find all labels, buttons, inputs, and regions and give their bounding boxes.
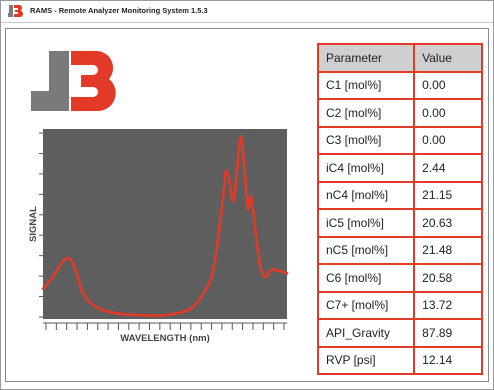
table-row: C3 [mol%] 0.00	[316, 125, 483, 155]
parameter-cell: iC5 [mol%]	[316, 208, 416, 238]
value-cell: 20.58	[413, 263, 483, 293]
value-cell: 13.72	[413, 290, 483, 320]
table-row: nC4 [mol%] 21.15	[316, 180, 483, 210]
spectrum-chart: WAVELENGTH (nm) SIGNAL	[29, 129, 289, 344]
parameter-cell: C7+ [mol%]	[316, 290, 416, 320]
value-cell: 87.89	[413, 318, 483, 348]
value-cell: 0.00	[413, 70, 483, 100]
spectrum-line	[41, 135, 289, 317]
table-row: C6 [mol%] 20.58	[316, 263, 483, 293]
value-cell: 21.48	[413, 235, 483, 265]
parameter-cell: C3 [mol%]	[316, 125, 416, 155]
parameter-cell: iC4 [mol%]	[316, 153, 416, 183]
parameter-cell: C6 [mol%]	[316, 263, 416, 293]
title-bar: RAMS - Remote Analyzer Monitoring System…	[1, 1, 493, 23]
value-cell: 20.63	[413, 208, 483, 238]
table-row: C1 [mol%] 0.00	[316, 70, 483, 100]
y-axis-label: SIGNAL	[29, 206, 39, 242]
window-title: RAMS - Remote Analyzer Monitoring System…	[30, 6, 208, 15]
table-row: C7+ [mol%] 13.72	[316, 290, 483, 320]
parameter-cell: RVP [psi]	[316, 345, 416, 375]
table-header-row: Parameter Value	[316, 43, 483, 73]
parameter-table: Parameter Value C1 [mol%] 0.00 C2 [mol%] 0…	[316, 43, 483, 375]
column-header-parameter: Parameter	[316, 43, 416, 73]
table-row: API_Gravity 87.89	[316, 318, 483, 348]
j3-logo	[31, 51, 116, 112]
column-header-value: Value	[413, 43, 483, 73]
parameter-cell: nC5 [mol%]	[316, 235, 416, 265]
table-row: nC5 [mol%] 21.48	[316, 235, 483, 265]
value-cell: 0.00	[413, 125, 483, 155]
value-cell: 2.44	[413, 153, 483, 183]
table-row: RVP [psi] 12.14	[316, 345, 483, 375]
parameter-cell: API_Gravity	[316, 318, 416, 348]
value-cell: 12.14	[413, 345, 483, 375]
x-axis-label: WAVELENGTH (nm)	[120, 333, 210, 344]
plot-background	[43, 129, 287, 319]
parameter-cell: nC4 [mol%]	[316, 180, 416, 210]
parameter-cell: C1 [mol%]	[316, 70, 416, 100]
table-row: iC4 [mol%] 2.44	[316, 153, 483, 183]
value-cell: 0.00	[413, 98, 483, 128]
table-row: C2 [mol%] 0.00	[316, 98, 483, 128]
table-row: iC5 [mol%] 20.63	[316, 208, 483, 238]
j3-logo-icon	[8, 4, 24, 18]
parameter-cell: C2 [mol%]	[316, 98, 416, 128]
value-cell: 21.15	[413, 180, 483, 210]
